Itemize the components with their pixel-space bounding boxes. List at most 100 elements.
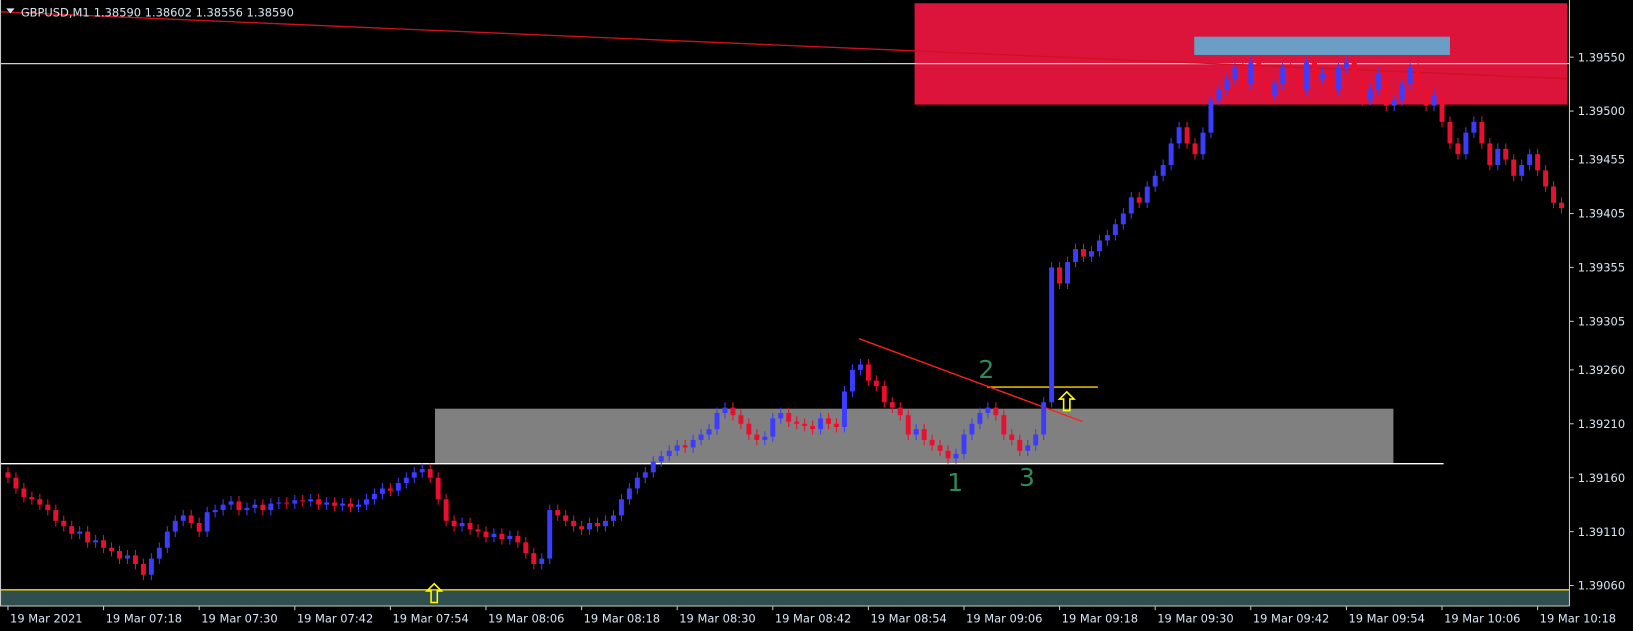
y-tick-label: 1.39405 (1578, 207, 1625, 221)
y-tick-label: 1.39355 (1578, 261, 1625, 275)
candle-body (666, 450, 672, 457)
candle-body (746, 423, 752, 435)
candle-body (340, 503, 346, 506)
candle-body (937, 445, 943, 451)
candle-body (1280, 67, 1286, 85)
y-tick-label: 1.39060 (1578, 579, 1625, 593)
candle-body (180, 515, 186, 521)
candle-body (1041, 402, 1047, 435)
candle-body (913, 429, 919, 435)
candle-body (618, 499, 624, 516)
x-tick-label: 19 Mar 09:30 (1157, 612, 1233, 626)
candle-body (483, 531, 489, 537)
candle-body (276, 502, 282, 504)
candle-body (1527, 154, 1533, 165)
candle-body (1160, 164, 1166, 176)
x-tick-label: 19 Mar 10:18 (1540, 612, 1616, 626)
candle-body (921, 429, 927, 440)
candle-body (1495, 148, 1501, 165)
candle-body (1256, 62, 1262, 79)
candle-body (1081, 249, 1086, 257)
candle-body (21, 488, 27, 498)
y-tick-label: 1.39550 (1578, 50, 1625, 64)
candle-body (93, 540, 99, 543)
candle-body (1088, 251, 1094, 257)
candle-body (531, 553, 537, 564)
candle-body (1479, 121, 1485, 144)
x-tick-label: 19 Mar 07:54 (392, 612, 468, 626)
candle-body (316, 499, 322, 505)
candle-body (499, 533, 505, 540)
candle-body (1017, 439, 1023, 451)
candle-body (220, 504, 226, 511)
candle-body (140, 563, 146, 575)
chart-subtitle: 1.38590 1.38602 1.38556 1.38590 (94, 6, 294, 20)
candle-body (857, 364, 863, 370)
candle-body (1128, 197, 1134, 214)
candle-body (961, 434, 967, 454)
candle-body (547, 510, 553, 559)
candle-body (1375, 73, 1381, 90)
candle-body (53, 510, 59, 521)
menu-triangle[interactable] (6, 8, 15, 14)
candle-body (905, 415, 911, 435)
candle-body (69, 526, 75, 534)
candle-body (849, 369, 855, 392)
candle-body (1033, 434, 1039, 446)
candle-body (579, 526, 585, 530)
candle-body (1399, 84, 1405, 101)
y-tick-label: 1.39160 (1578, 471, 1625, 485)
candle-body (1049, 267, 1055, 403)
candle-body (45, 504, 51, 511)
candle-body (754, 434, 760, 440)
candle-body (1455, 143, 1461, 155)
candle-body (61, 520, 67, 527)
candle-body (778, 412, 784, 419)
annotation: 1 (947, 468, 963, 497)
candle-body (1431, 94, 1437, 106)
price-zone (1194, 36, 1450, 55)
x-tick-label: 19 Mar 08:18 (584, 612, 660, 626)
candle-body (475, 529, 481, 532)
candle-body (228, 501, 234, 505)
x-tick-label: 19 Mar 08:30 (679, 612, 755, 626)
candle-body (1519, 164, 1525, 176)
candle-body (953, 453, 959, 459)
candle-body (929, 439, 935, 446)
candle-body (1304, 62, 1310, 90)
candle-body (1463, 132, 1469, 155)
candle-body (873, 380, 879, 387)
candle-body (1001, 415, 1007, 435)
candle-body (308, 499, 314, 502)
candle-body (1240, 67, 1246, 85)
candle-body (786, 412, 792, 422)
candle-body (1543, 170, 1549, 187)
candle-body (1447, 121, 1453, 144)
x-tick-label: 19 Mar 09:18 (1062, 612, 1138, 626)
candle-body (1551, 186, 1557, 203)
plot-area: 1 2 3 (0, 3, 1570, 607)
candle-body (77, 531, 83, 534)
candle-body (834, 423, 839, 428)
candle-body (1559, 202, 1564, 209)
candle-body (204, 512, 210, 532)
price-zone (434, 408, 1394, 464)
candle-body (571, 520, 577, 527)
candle-body (467, 522, 473, 530)
candle-body (730, 407, 736, 416)
candle-body (1176, 127, 1182, 144)
candle-body (196, 522, 202, 532)
candle-body (714, 412, 720, 430)
x-tick-label: 19 Mar 09:54 (1348, 612, 1424, 626)
candle-body (658, 456, 664, 462)
candle-body (164, 531, 170, 548)
candle-body (698, 434, 704, 440)
x-tick-label: 19 Mar 08:42 (775, 612, 851, 626)
candle-body (324, 502, 330, 505)
candle-body (371, 493, 377, 500)
candle-body (1184, 127, 1190, 144)
chart-title: GBPUSD,M1 (21, 6, 90, 20)
